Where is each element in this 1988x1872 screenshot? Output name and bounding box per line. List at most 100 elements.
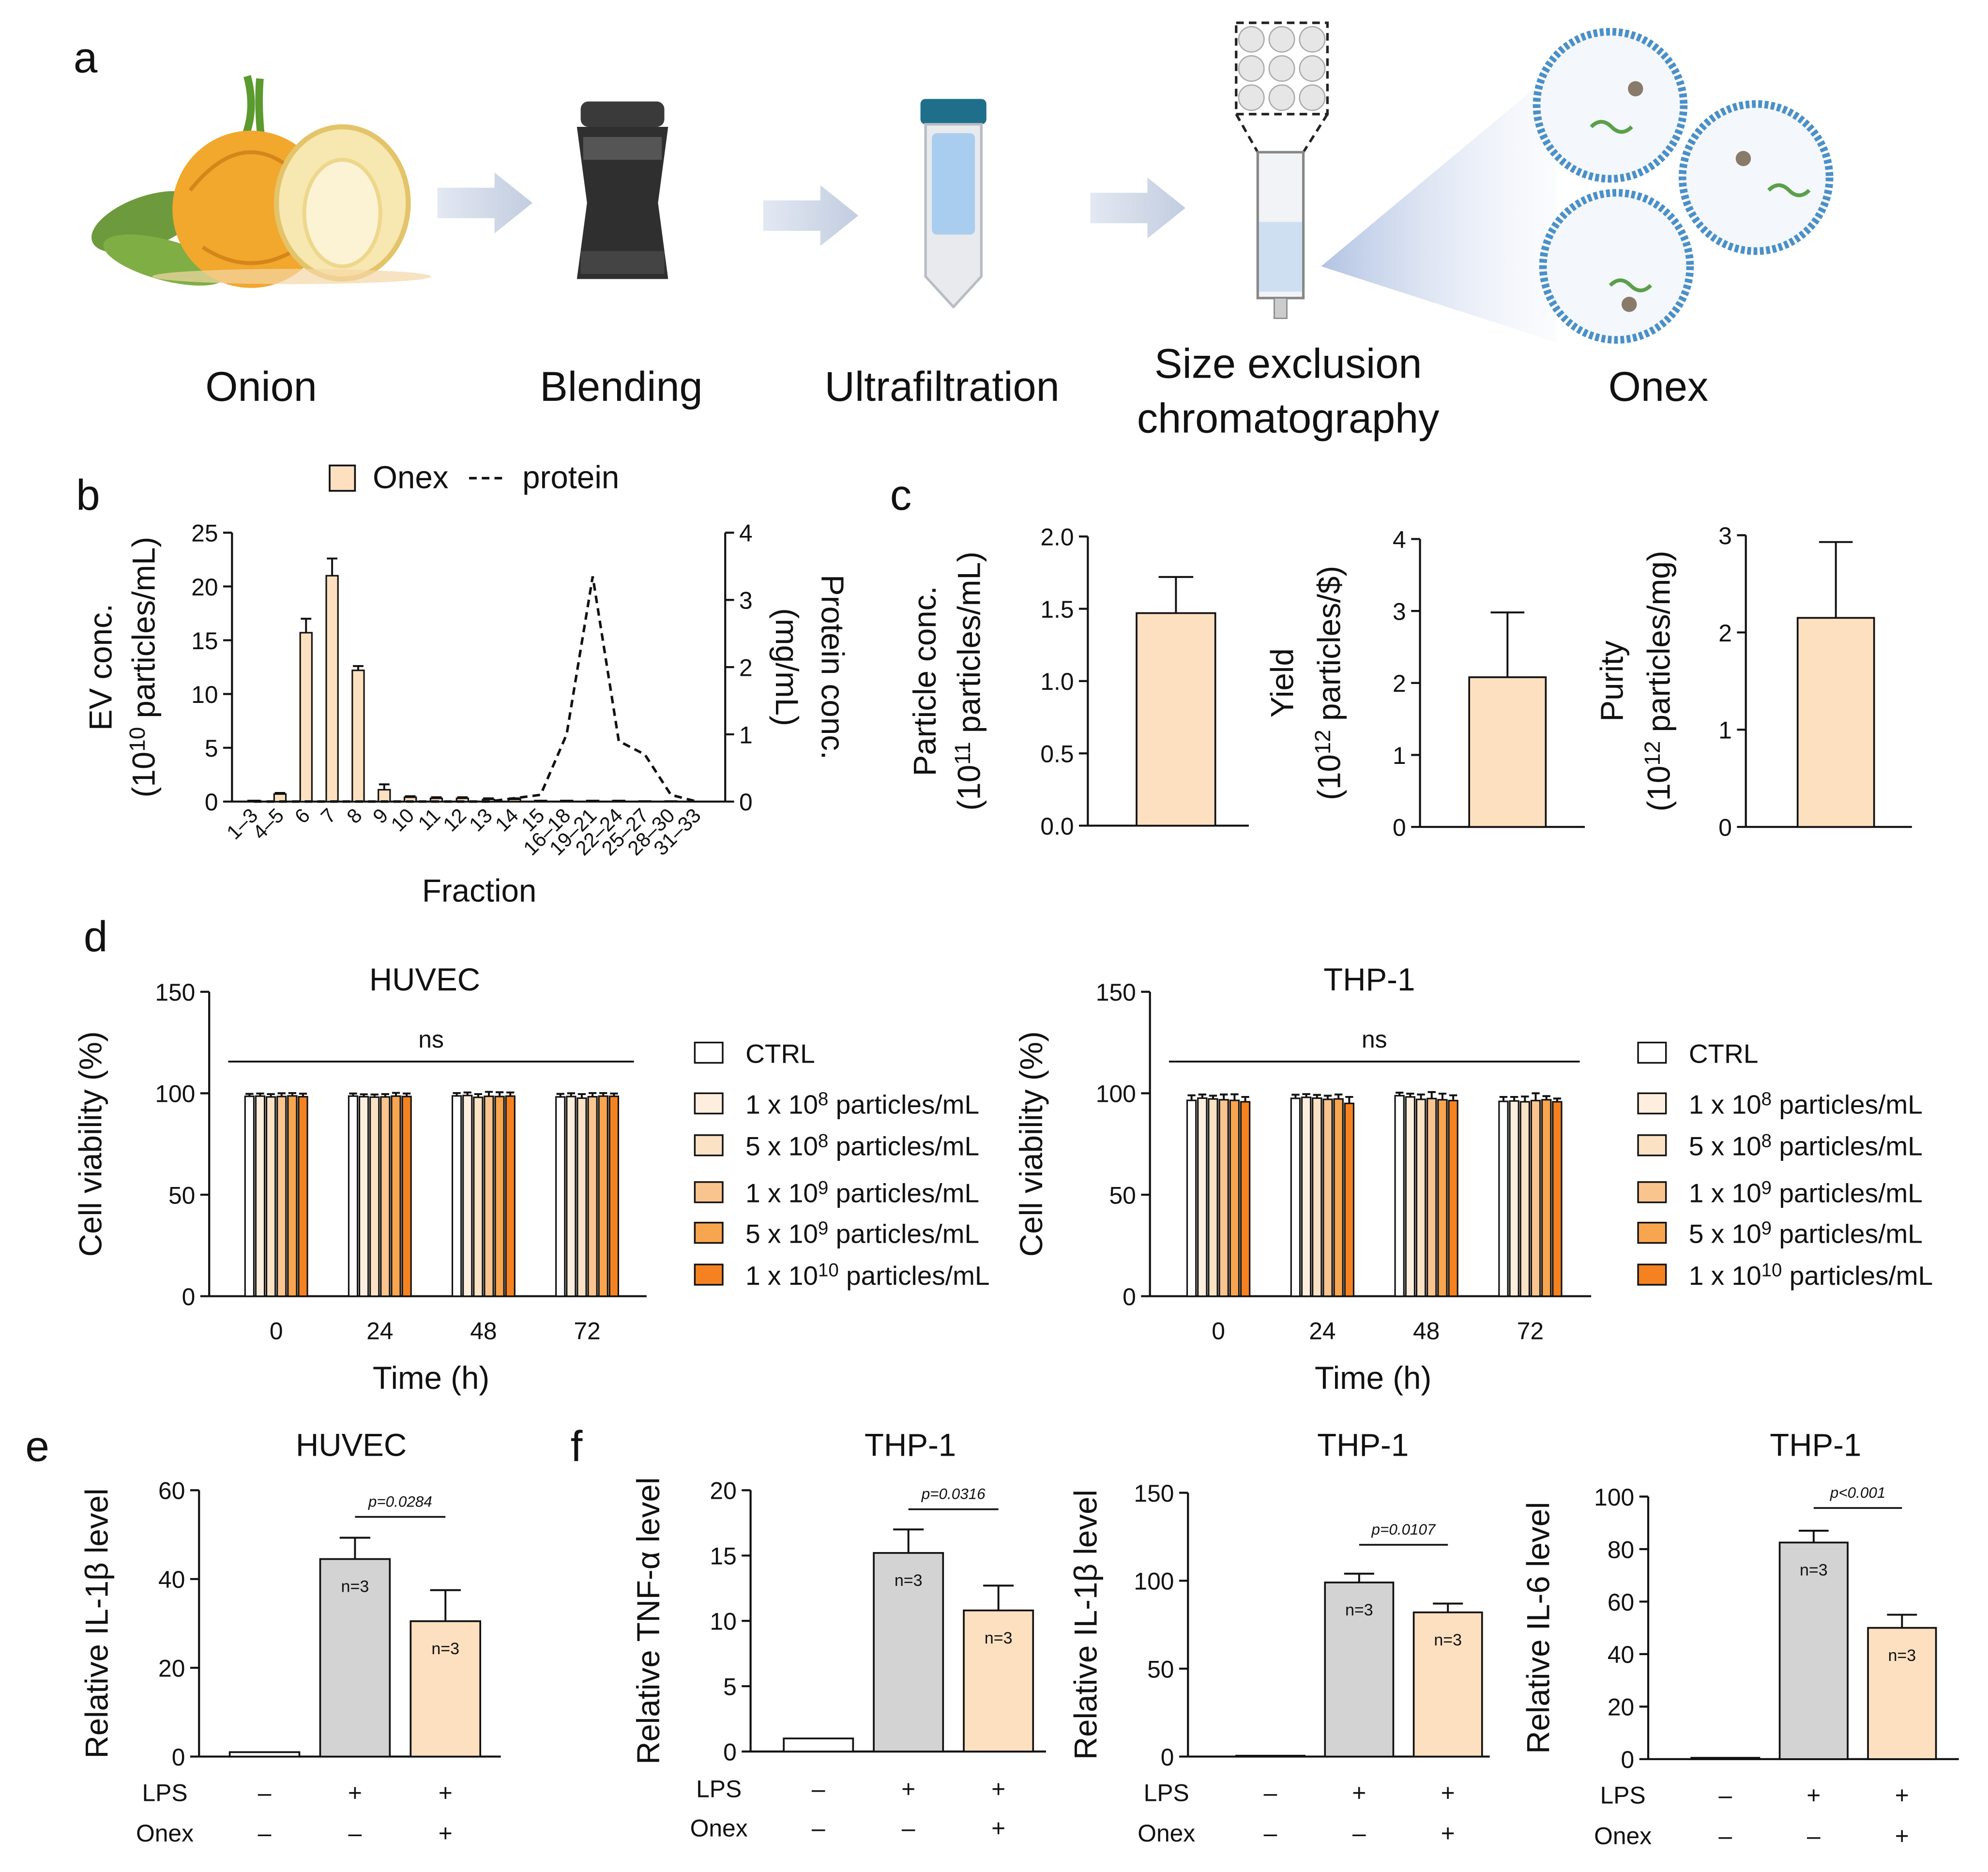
bar bbox=[484, 1096, 494, 1297]
y-tick-label: 50 bbox=[1109, 1182, 1136, 1209]
row-value: + bbox=[901, 1775, 915, 1802]
chart: 0 20 40 60 HUVEC n=3 n=3 p=0.0284 LPS – + + Onex – – + bbox=[136, 1428, 501, 1847]
bar bbox=[299, 632, 313, 803]
y2-axis-label: Protein conc. bbox=[815, 575, 850, 760]
legend-label-part: particles/mL bbox=[828, 1089, 979, 1119]
bar bbox=[391, 1095, 401, 1297]
y-tick-label: 100 bbox=[155, 1081, 195, 1108]
bar bbox=[555, 1096, 566, 1297]
y-tick-label: 15 bbox=[191, 627, 218, 654]
legend-label: Onex bbox=[373, 460, 449, 495]
y2-tick-label: 1 bbox=[739, 721, 753, 748]
bar bbox=[1437, 1099, 1448, 1297]
x-tick-label: 0 bbox=[1212, 1318, 1225, 1345]
y-tick-label: 0 bbox=[1393, 814, 1406, 841]
bar bbox=[1530, 1099, 1541, 1297]
bar bbox=[473, 1096, 484, 1297]
y-tick-label: 1 bbox=[1393, 742, 1406, 769]
legend-label: 1 x 108 particles/mL bbox=[1689, 1089, 1923, 1119]
legend-swatch bbox=[694, 1221, 724, 1244]
y-axis-label-part: (10 bbox=[1641, 766, 1677, 812]
legend-label: 5 x 108 particles/mL bbox=[1689, 1130, 1923, 1161]
x-tick-label: 48 bbox=[1413, 1318, 1440, 1345]
onion-core bbox=[302, 158, 382, 269]
bar-label: n=3 bbox=[1345, 1601, 1373, 1619]
row-value: – bbox=[258, 1820, 272, 1847]
bar bbox=[586, 799, 600, 803]
bar-label: n=3 bbox=[431, 1640, 459, 1658]
y2-tick-label: 0 bbox=[739, 789, 753, 816]
y-axis-label-part: particles/$) bbox=[1312, 566, 1347, 730]
chart-title: HUVEC bbox=[369, 962, 480, 997]
legend-label-part: 8 bbox=[818, 1089, 828, 1110]
legend-label: 1 x 1010 particles/mL bbox=[745, 1260, 989, 1291]
bar bbox=[587, 1096, 598, 1297]
chart: 0 1 2 3 bbox=[1718, 522, 1912, 841]
bar bbox=[1218, 1099, 1229, 1297]
bar bbox=[401, 1096, 412, 1297]
step-label: Onion bbox=[205, 364, 317, 410]
row-value: + bbox=[1441, 1820, 1455, 1847]
bar bbox=[505, 1095, 516, 1297]
y-tick-label: 50 bbox=[168, 1182, 195, 1209]
y-axis-label-part: particles/mg) bbox=[1641, 551, 1677, 741]
bar bbox=[410, 1620, 482, 1758]
zoom-box bbox=[1235, 21, 1329, 116]
legend-swatch bbox=[694, 1181, 724, 1203]
bar bbox=[287, 1095, 298, 1297]
y-tick-label: 15 bbox=[710, 1543, 736, 1570]
y-axis-label-part: 12 bbox=[1640, 741, 1665, 766]
tube-filter bbox=[932, 133, 975, 235]
legend-swatch bbox=[1637, 1181, 1667, 1203]
bar bbox=[325, 575, 339, 803]
bar bbox=[319, 1558, 391, 1758]
chart-title: THP-1 bbox=[865, 1428, 956, 1463]
bar bbox=[783, 1737, 854, 1752]
y-axis-label: Cell viability (%) bbox=[1014, 1031, 1049, 1257]
legend-label-part: 8 bbox=[818, 1130, 828, 1151]
y-tick-label: 3 bbox=[1718, 522, 1732, 549]
chart: 0 50 100 150 THP-1 n=3 n=3 p=0.0107 LPS – + + Onex – –… bbox=[1134, 1428, 1490, 1847]
legend-label-part: 1 x 10 bbox=[745, 1089, 818, 1119]
bar bbox=[358, 1096, 369, 1297]
y2-tick-label: 3 bbox=[739, 587, 753, 614]
y2-tick-label: 2 bbox=[739, 654, 753, 681]
blender-band bbox=[583, 137, 662, 160]
y-tick-label: 20 bbox=[191, 574, 218, 601]
y-tick-label: 50 bbox=[1147, 1656, 1174, 1683]
bar bbox=[1301, 1096, 1312, 1297]
step-label: Ultrafiltration bbox=[825, 364, 1060, 410]
legend-label-part: particles/mL bbox=[828, 1219, 979, 1249]
onion-shadow bbox=[152, 269, 431, 284]
row-value: – bbox=[1719, 1782, 1732, 1809]
row-value: – bbox=[1807, 1822, 1821, 1849]
arrow bbox=[437, 172, 533, 234]
bar bbox=[1235, 1754, 1305, 1758]
y-tick-label: 0 bbox=[182, 1283, 196, 1310]
bar bbox=[1229, 1099, 1240, 1297]
bar bbox=[608, 1096, 620, 1297]
legend-label: CTRL bbox=[1689, 1038, 1759, 1068]
y-tick-label: 3 bbox=[1393, 598, 1406, 625]
y-axis-label: (1011 particles/mL) bbox=[950, 551, 987, 810]
legend-label-part: 5 x 10 bbox=[1689, 1131, 1761, 1161]
legend-label: 1 x 1010 particles/mL bbox=[1689, 1260, 1933, 1291]
legend-label-part: 1 x 10 bbox=[1689, 1178, 1761, 1208]
bar bbox=[378, 789, 391, 803]
legend-label: 5 x 108 particles/mL bbox=[745, 1130, 979, 1161]
legend-label: 5 x 109 particles/mL bbox=[1689, 1218, 1923, 1248]
y-axis-label-part: (10 bbox=[1312, 754, 1347, 800]
bar bbox=[1405, 1096, 1416, 1297]
chart: 0.0 0.5 1.0 1.5 2.0 bbox=[1040, 524, 1249, 840]
bar bbox=[1344, 1102, 1355, 1297]
row-value: + bbox=[1895, 1822, 1909, 1849]
legend-label-part: 9 bbox=[1761, 1218, 1772, 1239]
legend-label-part: 8 bbox=[1761, 1130, 1772, 1151]
y-axis-label: Relative IL-1β level bbox=[1068, 1490, 1104, 1760]
y-tick-label: 20 bbox=[1608, 1694, 1634, 1721]
y-tick-label: 0 bbox=[1123, 1283, 1136, 1310]
annotation: p=0.0107 bbox=[1371, 1521, 1436, 1538]
legend-swatch bbox=[694, 1263, 724, 1286]
